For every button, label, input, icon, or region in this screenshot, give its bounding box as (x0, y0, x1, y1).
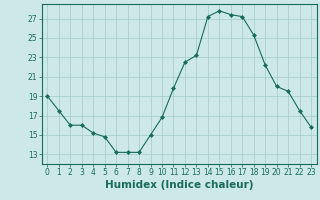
X-axis label: Humidex (Indice chaleur): Humidex (Indice chaleur) (105, 180, 253, 190)
